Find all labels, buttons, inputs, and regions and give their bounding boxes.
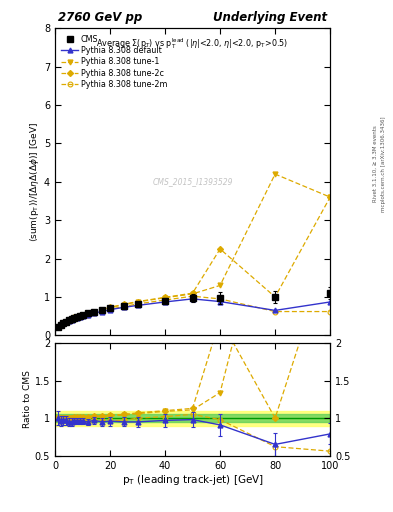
Bar (55, 411, 330, 425)
Text: mcplots.cern.ch [arXiv:1306.3436]: mcplots.cern.ch [arXiv:1306.3436] (381, 116, 386, 211)
Text: CMS_2015_I1393529: CMS_2015_I1393529 (152, 177, 233, 186)
Text: Rivet 3.1.10, ≥ 3.3M events: Rivet 3.1.10, ≥ 3.3M events (373, 125, 378, 202)
X-axis label: p$_\mathrm{T}$ (leading track-jet) [GeV]: p$_\mathrm{T}$ (leading track-jet) [GeV] (121, 473, 264, 487)
Bar (55, 414, 330, 422)
Legend: CMS, Pythia 8.308 default, Pythia 8.308 tune-1, Pythia 8.308 tune-2c, Pythia 8.3: CMS, Pythia 8.308 default, Pythia 8.308 … (59, 32, 170, 92)
Text: 2760 GeV pp: 2760 GeV pp (58, 11, 142, 24)
Y-axis label: Ratio to CMS: Ratio to CMS (23, 370, 32, 429)
Y-axis label: $\langle$sum(p$_\mathrm{T}$)$\rangle$/$[\Delta\eta\Delta(\Delta\phi)]$ [GeV]: $\langle$sum(p$_\mathrm{T}$)$\rangle$/$[… (28, 122, 41, 242)
Text: Underlying Event: Underlying Event (213, 11, 327, 24)
Text: Average $\Sigma$(p$_\mathrm{T}$) vs p$_\mathrm{T}^\mathrm{lead}$ ($|\eta|$<2.0, : Average $\Sigma$(p$_\mathrm{T}$) vs p$_\… (96, 36, 289, 51)
